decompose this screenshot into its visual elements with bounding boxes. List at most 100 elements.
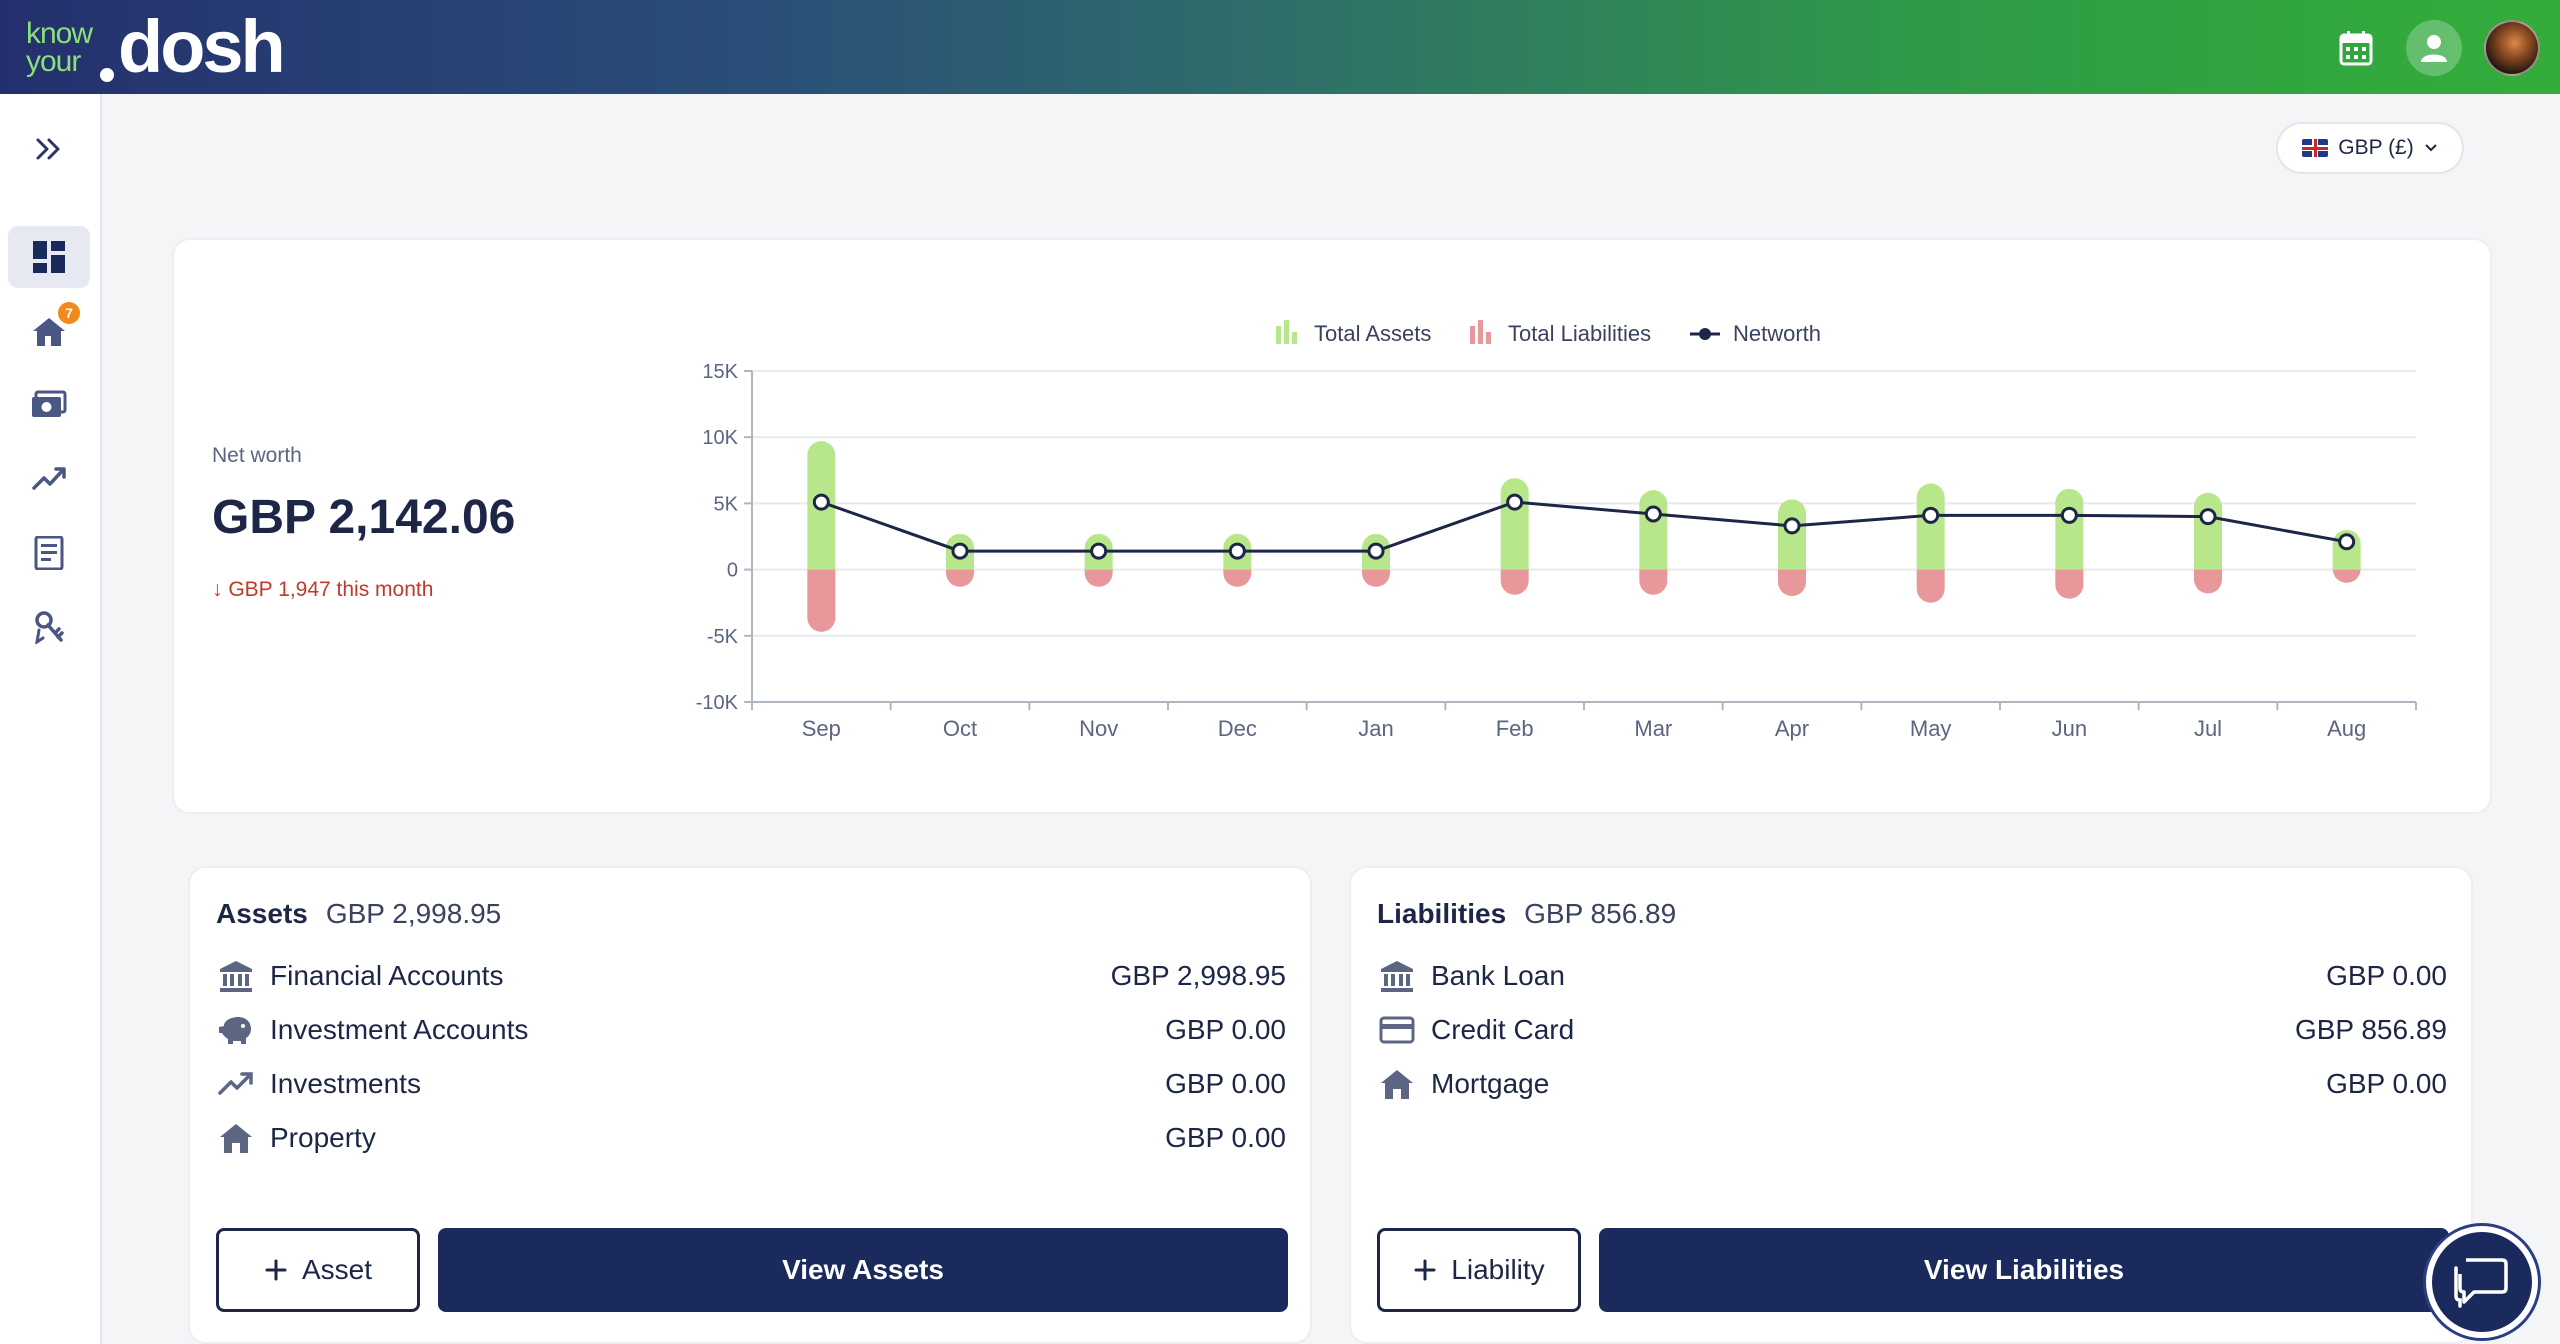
home-icon [216,1118,256,1158]
networth-point [1228,542,1246,560]
chart-bars [807,441,2361,632]
top-bar: know your dosh [0,0,2560,94]
y-tick-label: 15K [702,361,738,383]
networth-point [1090,542,1108,560]
liability-label: Mortgage [1431,1068,1550,1099]
y-tick-label: 10K [702,427,738,449]
legend-liabilities[interactable]: Total Liabilities [1470,320,1651,346]
liability-bar [1500,569,1529,595]
networth-point [2199,508,2217,526]
logo[interactable]: know your dosh [26,8,316,86]
notification-badge: 7 [58,302,80,324]
view-assets-button[interactable]: View Assets [438,1228,1288,1312]
chat-button[interactable] [2426,1226,2538,1338]
x-tick-label: Apr [1775,716,1809,741]
liability-label: Bank Loan [1431,960,1565,991]
sidebar: 7 [0,94,102,1344]
add-asset-button[interactable]: Asset [216,1228,420,1312]
documents-icon[interactable] [8,522,90,584]
legend-networth[interactable]: Networth [1690,321,1821,346]
asset-value: GBP 0.00 [1165,1122,1286,1153]
credit-card-icon [1377,1010,1417,1050]
add-liability-button[interactable]: Liability [1377,1228,1581,1312]
asset-bar [1500,478,1529,570]
liability-bar [2194,569,2222,594]
property-icon[interactable]: 7 [8,300,90,362]
liabilities-panel: Liabilities GBP 856.89 Bank Loan GBP 0.0… [1349,866,2473,1344]
liability-bar [1778,569,1806,597]
asset-label: Property [270,1122,376,1153]
trending-up-icon [216,1064,256,1104]
x-tick-label: Dec [1218,716,1257,741]
legend-networth-label: Networth [1733,321,1821,346]
chart-legend: Total Assets Total Liabilities Networth [1276,320,1821,346]
x-tick-label: Feb [1496,716,1534,741]
asset-row[interactable]: Investments GBP 0.00 [216,1062,1286,1106]
liabilities-title: Liabilities [1377,898,1507,929]
networth-point [1506,493,1524,511]
y-tick-label: -5K [707,626,739,648]
user-icon[interactable] [2406,20,2462,76]
networth-point [951,542,969,560]
networth-value: GBP 2,142.06 [212,491,516,544]
liability-label: Credit Card [1431,1014,1575,1045]
networth-line [812,493,2356,560]
asset-bar [1778,499,1806,570]
expand-icon[interactable] [8,118,90,180]
x-tick-label: Sep [802,716,841,741]
liability-row[interactable]: Mortgage GBP 0.00 [1377,1062,2447,1106]
y-tick-label: 0 [727,560,738,582]
liability-bar [1362,569,1390,587]
asset-row[interactable]: Property GBP 0.00 [216,1116,1286,1160]
currency-label: GBP (£) [2338,136,2414,159]
add-liability-label: Liability [1451,1254,1545,1285]
liability-bar [946,569,974,587]
asset-value: GBP 2,998.95 [1110,960,1286,991]
legend-assets[interactable]: Total Assets [1276,320,1431,346]
home-icon [1377,1064,1417,1104]
asset-label: Investments [270,1068,421,1099]
chart-grid [752,370,2416,703]
liability-bar [1639,569,1668,595]
currency-select[interactable]: GBP (£) [2276,122,2464,174]
calendar-icon[interactable] [2328,20,2384,76]
liability-value: GBP 856.89 [2294,1014,2447,1045]
assets-total: GBP 2,998.95 [325,898,502,929]
money-icon[interactable] [8,374,90,436]
liability-bar [1084,569,1113,587]
networth-point [812,493,830,511]
x-tick-label: Jun [2052,716,2087,741]
investments-icon[interactable] [8,448,90,510]
liability-bar [2332,568,2361,583]
asset-row[interactable]: Investment Accounts GBP 0.00 [216,1008,1286,1052]
liability-bar [1223,569,1252,587]
networth-chart-card [172,238,2492,814]
profile-avatar[interactable] [2484,20,2540,76]
networth-point [2338,533,2356,551]
piggy-bank-icon [216,1010,256,1050]
networth-polyline [820,500,2347,553]
asset-bar [1916,483,1945,570]
liability-bar [1916,569,1945,603]
chat-icon [2454,1258,2508,1308]
chevron-down-icon [2425,144,2437,152]
networth-change: ↓ GBP 1,947 this month [212,578,434,601]
networth-label: Net worth [212,444,302,467]
liability-row[interactable]: Bank Loan GBP 0.00 [1377,954,2447,998]
plus-icon [265,1259,287,1281]
liability-row[interactable]: Credit Card GBP 856.89 [1377,1008,2447,1052]
assets-panel: Assets GBP 2,998.95 Financial Accounts G… [188,866,1312,1344]
asset-bar [2055,488,2084,570]
bank-icon [1377,956,1417,996]
liability-bar [807,569,836,632]
x-tick-label: Jul [2194,716,2222,741]
y-tick-label: 5K [714,493,739,515]
liabilities-header: Liabilities GBP 856.89 [1377,898,1676,930]
dashboard-icon[interactable] [8,226,90,288]
asset-row[interactable]: Financial Accounts GBP 2,998.95 [216,954,1286,998]
view-liabilities-button[interactable]: View Liabilities [1599,1228,2449,1312]
networth-point [2060,506,2078,524]
keys-icon[interactable] [8,596,90,658]
asset-bar [2194,492,2222,570]
x-tick-label: Jan [1358,716,1393,741]
